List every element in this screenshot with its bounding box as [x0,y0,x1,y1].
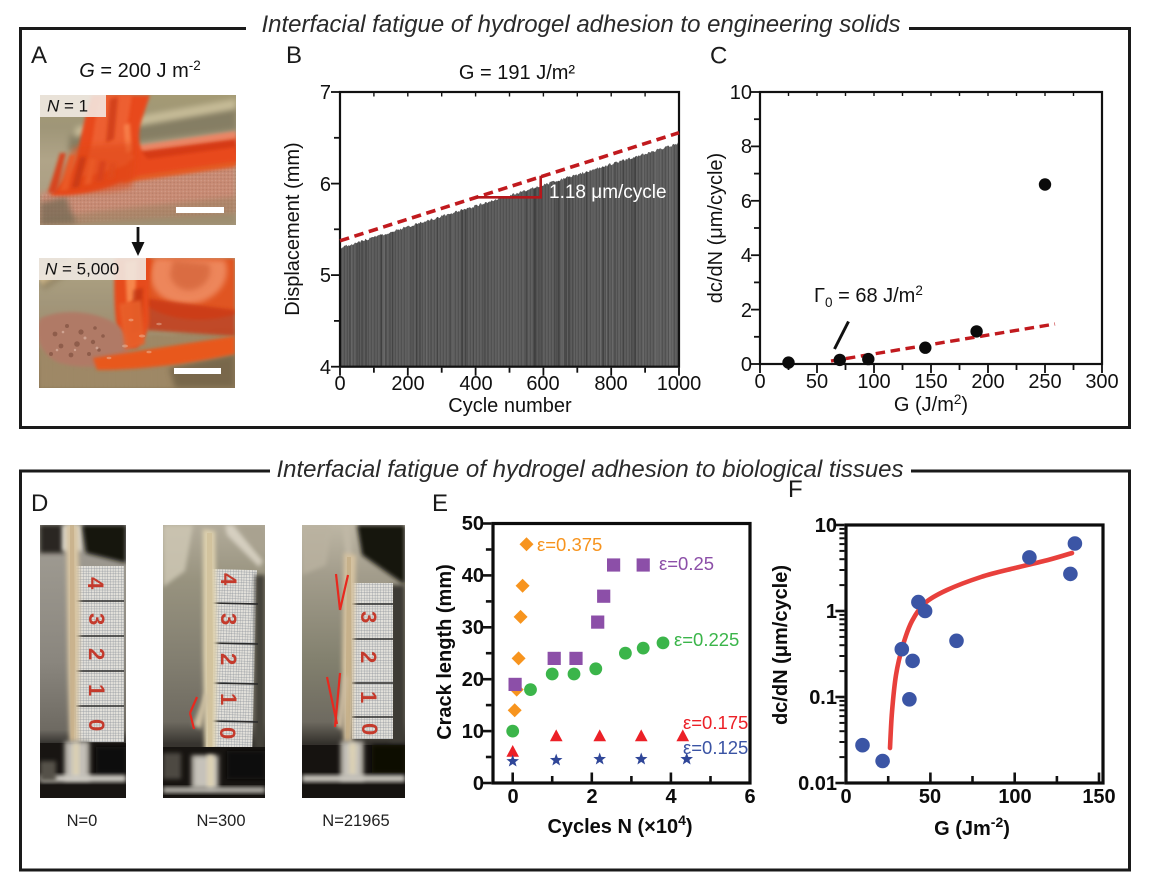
svg-text:Interfacial fatigue of hydroge: Interfacial fatigue of hydrogel adhesion… [276,456,903,483]
svg-text:Γ0 = 68 J/m2: Γ0 = 68 J/m2 [814,283,923,310]
svg-text:N=300: N=300 [196,812,245,830]
svg-text:10: 10 [815,515,837,537]
svg-text:G (Jm-2): G (Jm-2) [934,814,1010,840]
svg-text:50: 50 [919,786,941,808]
svg-text:150: 150 [1082,786,1115,808]
svg-text:3: 3 [356,611,381,623]
svg-text:1: 1 [84,684,109,696]
svg-text:0: 0 [840,786,851,808]
svg-text:G (J/m2): G (J/m2) [894,392,968,416]
svg-text:4: 4 [320,357,331,379]
svg-text:2: 2 [216,653,241,665]
svg-text:400: 400 [459,373,492,395]
svg-text:0: 0 [215,727,240,739]
svg-text:G = 200 J m-2: G = 200 J m-2 [79,58,201,82]
svg-text:N=0: N=0 [67,812,98,830]
svg-text:N=21965: N=21965 [322,812,389,830]
svg-text:0.01: 0.01 [798,773,837,795]
svg-text:C: C [710,43,727,70]
svg-text:0: 0 [473,773,484,795]
svg-text:E: E [432,490,448,517]
svg-text:F: F [788,476,803,503]
svg-text:3: 3 [216,613,241,625]
svg-text:Displacement (mm): Displacement (mm) [282,142,304,315]
svg-text:Cycles N (×104): Cycles N (×104) [547,812,692,838]
svg-text:20: 20 [462,669,484,691]
svg-text:ε=0.125: ε=0.125 [683,737,748,758]
svg-text:8: 8 [741,136,752,158]
svg-text:G = 191 J/m²: G = 191 J/m² [459,62,575,84]
svg-text:300: 300 [1085,371,1118,393]
svg-text:150: 150 [914,371,947,393]
svg-text:7: 7 [320,82,331,104]
svg-text:ε=0.25: ε=0.25 [659,553,714,574]
svg-text:1.18 μm/cycle: 1.18 μm/cycle [549,182,667,203]
svg-text:4: 4 [83,577,108,590]
svg-text:ε=0.225: ε=0.225 [674,629,739,650]
svg-text:Interfacial fatigue of hydroge: Interfacial fatigue of hydrogel adhesion… [261,11,900,38]
svg-text:Crack length (mm): Crack length (mm) [434,564,456,740]
svg-text:200: 200 [971,371,1004,393]
svg-text:50: 50 [462,513,484,535]
svg-text:4: 4 [216,573,241,586]
svg-text:D: D [31,490,48,517]
svg-text:3: 3 [84,613,109,625]
svg-text:0: 0 [754,371,765,393]
svg-text:0: 0 [741,354,752,376]
svg-text:0: 0 [334,373,345,395]
svg-text:A: A [31,42,47,69]
svg-text:200: 200 [391,373,424,395]
svg-text:2: 2 [84,648,109,660]
svg-text:800: 800 [594,373,627,395]
svg-text:0.1: 0.1 [809,687,837,709]
svg-text:dc/dN (μm/cycle): dc/dN (μm/cycle) [705,153,727,303]
svg-text:Cycle number: Cycle number [448,395,572,417]
svg-text:6: 6 [320,174,331,196]
svg-text:50: 50 [806,371,828,393]
svg-text:40: 40 [462,565,484,587]
svg-text:1: 1 [356,691,381,703]
svg-text:5: 5 [320,265,331,287]
svg-text:2: 2 [356,651,381,663]
svg-text:600: 600 [526,373,559,395]
svg-text:N = 5,000: N = 5,000 [45,260,119,279]
svg-text:1000: 1000 [657,373,702,395]
svg-text:dc/dN (μm/cycle): dc/dN (μm/cycle) [770,565,792,725]
svg-text:100: 100 [857,371,890,393]
svg-text:4: 4 [665,786,677,808]
svg-text:1: 1 [216,693,241,705]
svg-text:10: 10 [462,721,484,743]
svg-text:4: 4 [741,245,752,267]
svg-text:0: 0 [84,719,109,731]
svg-text:0: 0 [357,723,382,735]
svg-text:10: 10 [730,82,752,104]
svg-text:6: 6 [744,786,755,808]
svg-text:250: 250 [1028,371,1061,393]
svg-text:2: 2 [586,786,597,808]
svg-text:B: B [286,42,302,69]
svg-text:6: 6 [741,191,752,213]
svg-text:30: 30 [462,617,484,639]
svg-text:ε=0.375: ε=0.375 [537,534,602,555]
svg-text:N = 1: N = 1 [47,97,88,116]
svg-text:100: 100 [998,786,1031,808]
svg-text:0: 0 [507,786,518,808]
svg-text:2: 2 [741,300,752,322]
svg-text:1: 1 [826,601,837,623]
svg-text:ε=0.175: ε=0.175 [683,712,748,733]
